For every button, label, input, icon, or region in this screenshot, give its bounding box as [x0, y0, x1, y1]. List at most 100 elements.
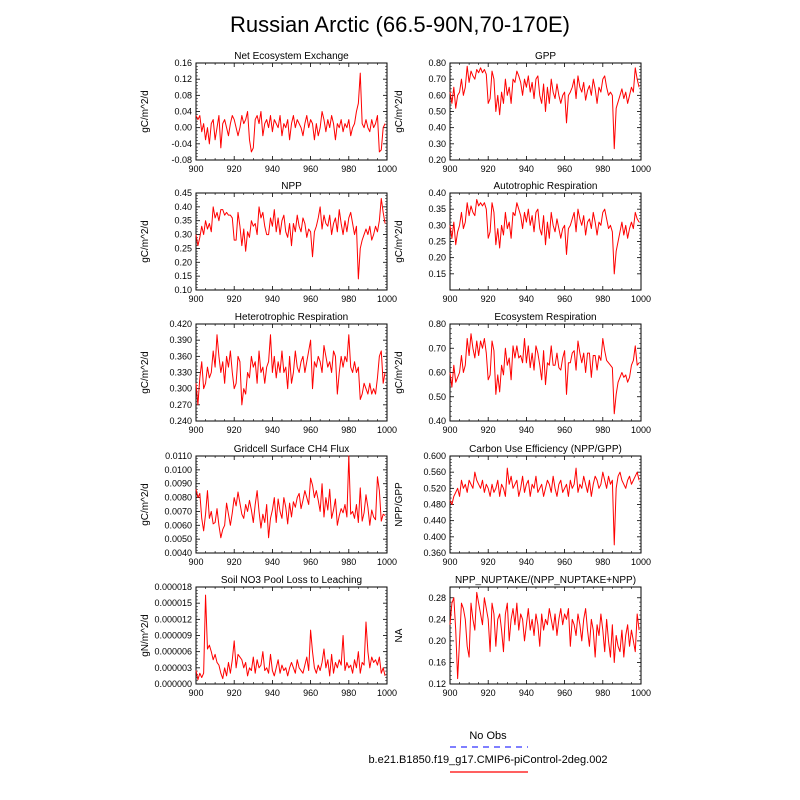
- series-line: [449, 198, 640, 275]
- y-tick-label: 0.000000: [154, 679, 192, 689]
- chart-panel: Carbon Use Efficiency (NPP/GPP) NPP/GPP 90…: [394, 444, 651, 567]
- y-tick-label: 0.000012: [154, 614, 192, 624]
- x-tick-label: 1000: [377, 688, 397, 698]
- y-tick-label: 0.15: [174, 271, 192, 281]
- y-tick-label: 0.400: [423, 532, 446, 542]
- y-tick-label: 0.600: [423, 451, 446, 461]
- y-tick-label: 0.0110: [165, 451, 192, 461]
- chart-panel: Gridcell Surface CH4 Flux gC/m^2/d 900 920 9…: [140, 444, 397, 567]
- chart-title: Net Ecosystem Exchange: [234, 51, 349, 62]
- x-tick-label: 960: [303, 164, 318, 174]
- x-tick-label: 920: [227, 164, 242, 174]
- y-tick-label: 0.40: [428, 123, 446, 133]
- y-tick-label: 0.0050: [164, 534, 192, 544]
- y-tick-label: 0.240: [169, 416, 192, 426]
- x-tick-label: 900: [442, 294, 457, 304]
- x-tick-label: 1000: [377, 425, 397, 435]
- legend-run-label: b.e21.B1850.f19_g17.CMIP6-piControl-2deg…: [368, 754, 607, 766]
- y-tick-label: 0.420: [169, 319, 192, 329]
- series-line: [195, 334, 386, 406]
- y-tick-label: 0.80: [428, 58, 446, 68]
- x-tick-label: 1000: [377, 164, 397, 174]
- x-tick-label: 980: [595, 164, 610, 174]
- y-tick-label: 0.16: [428, 657, 446, 667]
- series-line: [195, 594, 386, 681]
- chart-panel: GPP gC/m^2/d 900 920 940 960 980 1000 0.20 0.30 0.…: [394, 51, 651, 174]
- chart-title: Autotrophic Respiration: [494, 181, 598, 192]
- y-tick-label: 0.60: [428, 368, 446, 378]
- x-tick-label: 1000: [377, 557, 397, 567]
- x-tick-label: 900: [442, 164, 457, 174]
- x-tick-label: 920: [481, 688, 496, 698]
- chart-title: Ecosystem Respiration: [494, 312, 596, 323]
- y-tick-label: 0.360: [169, 351, 192, 361]
- y-tick-label: 0.50: [428, 107, 446, 117]
- x-tick-label: 920: [481, 164, 496, 174]
- y-tick-label: 0.24: [428, 614, 446, 624]
- series-line: [449, 333, 640, 415]
- y-tick-label: 0.000009: [154, 631, 192, 641]
- chart-title: NPP_NUPTAKE/(NPP_NUPTAKE+NPP): [455, 575, 636, 586]
- x-tick-label: 940: [519, 688, 534, 698]
- x-tick-label: 960: [557, 164, 572, 174]
- x-tick-label: 920: [227, 557, 242, 567]
- y-tick-label: 0.15: [428, 269, 446, 279]
- chart-title: Gridcell Surface CH4 Flux: [234, 444, 350, 455]
- series-line: [449, 467, 640, 546]
- chart-panel: Heterotrophic Respiration gC/m^2/d 900 920 9…: [140, 312, 397, 435]
- y-tick-label: 0.20: [428, 636, 446, 646]
- y-axis-label: gC/m^2/d: [394, 351, 405, 394]
- x-tick-label: 1000: [631, 557, 651, 567]
- y-tick-label: 0.25: [428, 237, 446, 247]
- x-tick-label: 920: [227, 425, 242, 435]
- x-tick-label: 920: [481, 294, 496, 304]
- y-tick-label: 0.60: [428, 90, 446, 100]
- y-axis-label: gC/m^2/d: [140, 90, 151, 133]
- x-tick-label: 940: [519, 164, 534, 174]
- x-tick-label: 940: [519, 294, 534, 304]
- y-tick-label: 0.440: [423, 516, 446, 526]
- y-tick-label: -0.04: [171, 139, 192, 149]
- x-tick-label: 900: [442, 688, 457, 698]
- plot-frame: [449, 455, 642, 554]
- y-tick-label: 0.20: [428, 253, 446, 263]
- y-tick-label: 0.360: [423, 548, 446, 558]
- x-tick-label: 980: [595, 425, 610, 435]
- plot-frame: [195, 62, 388, 161]
- plot-frame: [195, 455, 388, 554]
- x-tick-label: 900: [188, 294, 203, 304]
- chart-title: Heterotrophic Respiration: [235, 312, 348, 323]
- y-tick-label: 0.330: [169, 368, 192, 378]
- y-tick-label: 0.35: [174, 216, 192, 226]
- series-line: [195, 455, 386, 539]
- x-tick-label: 900: [188, 688, 203, 698]
- y-tick-label: 0.000006: [154, 647, 192, 657]
- x-tick-label: 920: [227, 294, 242, 304]
- x-tick-label: 900: [442, 557, 457, 567]
- y-tick-label: -0.08: [171, 155, 192, 165]
- y-tick-label: 0.12: [428, 679, 446, 689]
- x-tick-label: 980: [341, 425, 356, 435]
- x-tick-label: 980: [595, 294, 610, 304]
- y-tick-label: 0.0070: [164, 506, 192, 516]
- y-tick-label: 0.16: [174, 58, 192, 68]
- x-tick-label: 1000: [377, 294, 397, 304]
- y-axis-label: gC/m^2/d: [394, 220, 405, 263]
- chart-title: NPP: [281, 181, 302, 192]
- y-axis-label: NA: [394, 628, 405, 642]
- x-tick-label: 980: [341, 164, 356, 174]
- chart-panel: Ecosystem Respiration gC/m^2/d 900 920 940 96…: [394, 312, 651, 435]
- chart-title: GPP: [535, 51, 556, 62]
- y-tick-label: 0.08: [174, 90, 192, 100]
- y-tick-label: 0.0090: [164, 479, 192, 489]
- y-tick-label: 0.70: [428, 343, 446, 353]
- x-tick-label: 960: [303, 425, 318, 435]
- x-tick-label: 1000: [631, 294, 651, 304]
- y-tick-label: 0.0100: [164, 465, 192, 475]
- y-tick-label: 0.00: [174, 123, 192, 133]
- x-tick-label: 1000: [631, 688, 651, 698]
- y-tick-label: 0.000018: [154, 582, 192, 592]
- x-tick-label: 980: [341, 688, 356, 698]
- chart-panel: Soil NO3 Pool Loss to Leaching gN/m^2/d 90…: [140, 575, 397, 698]
- y-tick-label: 0.000015: [154, 598, 192, 608]
